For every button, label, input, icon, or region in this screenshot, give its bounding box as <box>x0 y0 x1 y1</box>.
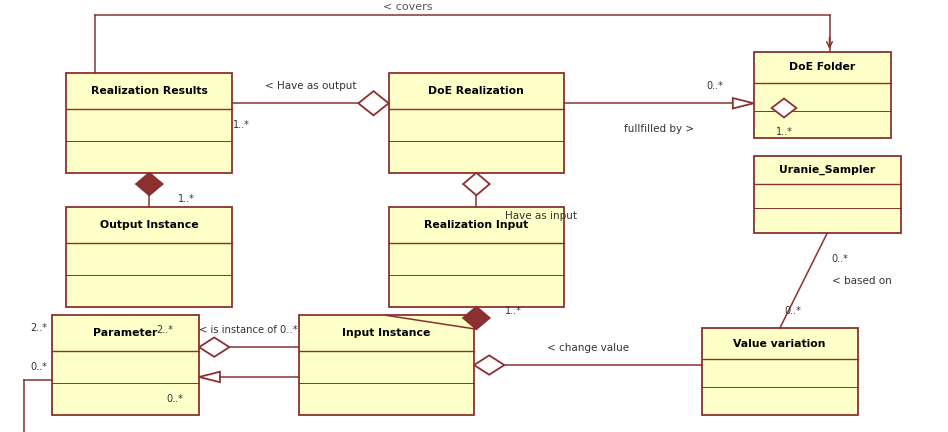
Text: < based on: < based on <box>832 276 892 286</box>
Bar <box>389 207 564 307</box>
Text: 1..*: 1..* <box>233 120 250 130</box>
Text: Input Instance: Input Instance <box>342 328 430 338</box>
Polygon shape <box>463 307 489 329</box>
Polygon shape <box>772 98 796 118</box>
Text: 0..*: 0..* <box>30 362 47 372</box>
Text: 0..*: 0..* <box>706 81 723 91</box>
Bar <box>754 156 901 233</box>
Text: 1..*: 1..* <box>775 127 793 137</box>
Polygon shape <box>463 173 489 195</box>
Text: 1..*: 1..* <box>177 194 194 204</box>
Text: Realization Input: Realization Input <box>425 220 528 230</box>
Text: 0..*: 0..* <box>785 306 801 316</box>
Text: Output Instance: Output Instance <box>100 220 199 230</box>
Text: fullfilled by >: fullfilled by > <box>624 124 694 134</box>
Text: < change value: < change value <box>547 343 629 353</box>
Text: 1..*: 1..* <box>504 306 521 316</box>
Polygon shape <box>358 91 389 115</box>
Bar <box>66 73 232 173</box>
Text: Parameter: Parameter <box>94 328 157 338</box>
Text: Value variation: Value variation <box>734 339 826 349</box>
Text: DoE Realization: DoE Realization <box>428 86 524 96</box>
Text: DoE Folder: DoE Folder <box>790 62 855 73</box>
Text: Uranie_Sampler: Uranie_Sampler <box>779 165 875 175</box>
Bar <box>299 315 474 415</box>
Text: < covers: < covers <box>383 2 432 13</box>
Bar <box>389 73 564 173</box>
Text: Have as input: Have as input <box>504 211 576 221</box>
Polygon shape <box>199 337 229 357</box>
Text: Realization Results: Realization Results <box>91 86 208 96</box>
Polygon shape <box>733 98 754 108</box>
Polygon shape <box>199 372 220 382</box>
Text: 0..*: 0..* <box>166 394 183 403</box>
Text: < Have as output: < Have as output <box>264 81 356 91</box>
Text: 2..*: 2..* <box>156 325 173 335</box>
Bar <box>754 52 891 138</box>
Polygon shape <box>474 356 504 375</box>
Bar <box>702 328 858 415</box>
Text: 0..*: 0..* <box>832 254 848 264</box>
Text: < is instance of 0..*: < is instance of 0..* <box>199 325 299 335</box>
Text: 2..*: 2..* <box>30 323 47 334</box>
Polygon shape <box>136 173 163 195</box>
Bar <box>66 207 232 307</box>
Bar <box>52 315 199 415</box>
